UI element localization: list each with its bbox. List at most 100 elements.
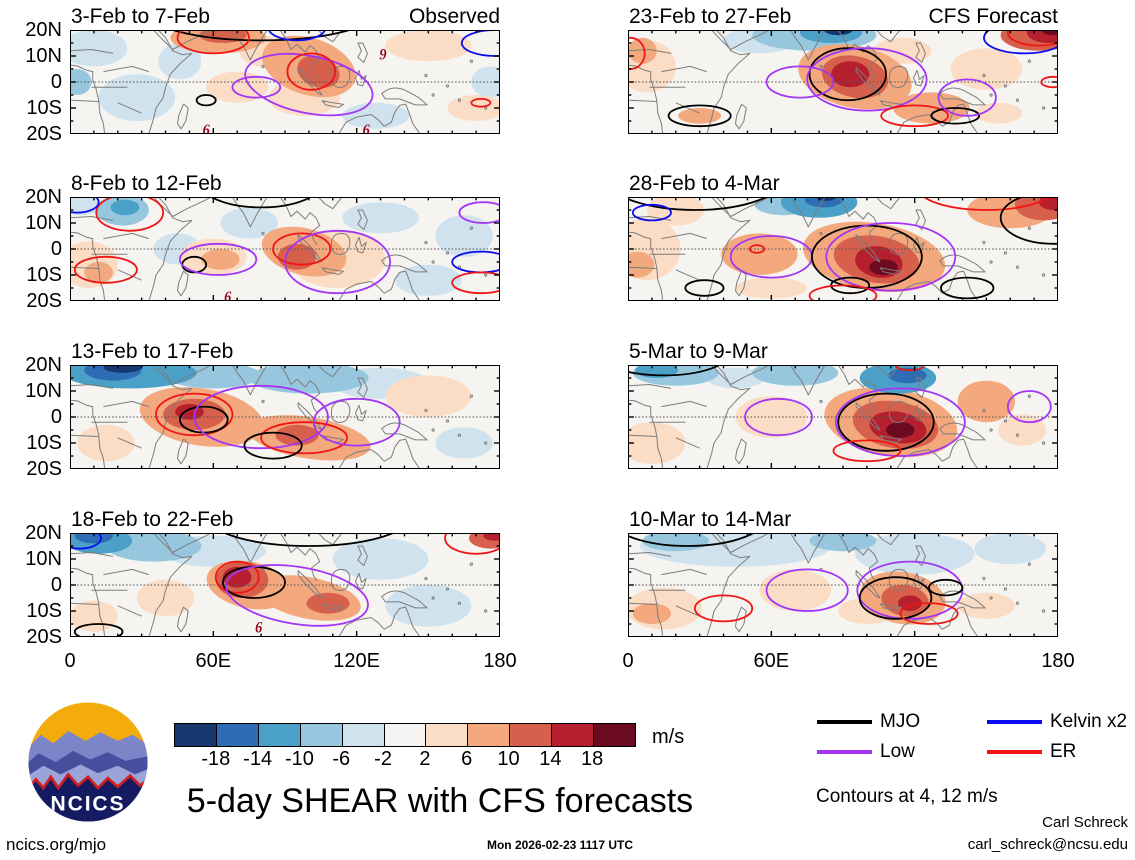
- coastline: [358, 210, 368, 230]
- wave-contour-r: [75, 257, 137, 283]
- colorbar-label: -2: [374, 748, 392, 770]
- legend-label: Kelvin x2: [1050, 711, 1128, 732]
- coastline: [322, 268, 344, 275]
- wave-contour-k: [199, 197, 323, 207]
- wave-contour-r: [471, 99, 490, 107]
- coastline: [118, 606, 142, 616]
- y-axis-label: 20S: [26, 123, 62, 145]
- wave-contour-p: [807, 48, 926, 110]
- colorbar-label: -6: [332, 748, 351, 770]
- cyclone-symbol: 6: [224, 289, 232, 301]
- coastline: [676, 103, 700, 113]
- coastline: [916, 378, 926, 398]
- coastline: [880, 604, 902, 611]
- colorbar-label: 6: [461, 748, 473, 770]
- map-svg: [628, 533, 1058, 637]
- wave-contour-p: [826, 223, 955, 291]
- coastline: [280, 365, 319, 413]
- y-axis-label: 20N: [25, 522, 62, 544]
- coastline: [628, 232, 663, 301]
- y-axis-label: 10N: [25, 212, 62, 234]
- coastline: [154, 30, 211, 50]
- coastline: [712, 365, 769, 385]
- y-axis-label: 20S: [26, 626, 62, 648]
- coastline: [856, 235, 880, 262]
- wave-contour-r: [881, 105, 948, 126]
- coastline: [661, 66, 706, 71]
- wave-contour-p: [745, 399, 812, 435]
- legend-label: MJO: [880, 711, 921, 732]
- wave-contour-r: [156, 394, 232, 436]
- colorbar-cell: [552, 724, 595, 746]
- colorbar-cell: [594, 724, 635, 746]
- wave-contour-p: [222, 556, 371, 634]
- wave-contour-r: [833, 440, 900, 461]
- coastline: [70, 553, 113, 557]
- wave-contour-k: [931, 108, 979, 124]
- coastline: [712, 197, 769, 217]
- wave-contour-p: [285, 231, 390, 293]
- coastline: [70, 400, 105, 469]
- coastline: [70, 65, 105, 134]
- wave-contour-r: [919, 197, 1053, 210]
- wave-contour-r: [216, 562, 259, 593]
- coastline: [838, 365, 877, 413]
- coastline: [318, 197, 342, 209]
- coastline: [232, 365, 267, 395]
- wave-contour-r: [1008, 30, 1058, 46]
- coastline: [70, 603, 99, 604]
- coastline: [103, 569, 148, 574]
- x-axis-label: 120E: [891, 650, 939, 672]
- colorbar-label: -10: [285, 748, 314, 770]
- coastline: [331, 233, 349, 254]
- coastline: [897, 104, 978, 134]
- coastline: [154, 365, 211, 385]
- coastline: [856, 68, 880, 95]
- coastline: [790, 533, 825, 563]
- coastline: [339, 104, 420, 134]
- coastline: [322, 436, 344, 443]
- coastline: [676, 606, 700, 616]
- coastline: [358, 43, 368, 63]
- coastline: [339, 439, 420, 469]
- site-url[interactable]: ncics.org/mjo: [6, 835, 107, 854]
- wave-contour-p: [939, 79, 996, 115]
- coastline: [736, 439, 747, 464]
- coastline: [897, 607, 978, 637]
- coastline: [913, 573, 924, 589]
- panel-7: 5-Mar to 9-Mar: [628, 339, 1058, 471]
- colorbar-cell: [426, 724, 469, 746]
- credit-email[interactable]: carl_schreck@ncsu.edu: [967, 836, 1128, 853]
- coastline: [661, 569, 706, 574]
- coastline: [298, 403, 322, 430]
- map-svg: 6: [70, 533, 500, 637]
- wave-contour-r: [1041, 77, 1058, 87]
- coastline: [339, 271, 420, 301]
- coastline: [232, 30, 267, 60]
- coastline: [382, 255, 427, 272]
- coastline: [339, 607, 420, 637]
- wave-contour-b: [984, 30, 1058, 53]
- wave-contour-k: [1001, 197, 1058, 244]
- wave-contour-k: [197, 95, 216, 105]
- y-axis-label: 20N: [25, 19, 62, 41]
- coastline: [178, 607, 189, 632]
- coastline: [916, 210, 926, 230]
- wave-contour-k: [929, 580, 962, 596]
- wave-contour-k: [685, 280, 723, 296]
- coastline: [70, 217, 113, 221]
- coastline: [103, 401, 148, 406]
- coastline: [322, 101, 344, 108]
- wave-contour-b: [70, 533, 101, 549]
- coastline: [355, 405, 366, 421]
- wave-contour-k: [941, 278, 994, 299]
- coastline: [118, 103, 142, 113]
- coastline: [889, 569, 907, 590]
- wave-contour-r: [261, 422, 347, 453]
- y-axis-label: 10S: [26, 264, 62, 286]
- coastline: [628, 385, 671, 389]
- coastline: [382, 423, 427, 440]
- colorbar-label: 14: [539, 748, 562, 770]
- map-svg: [628, 197, 1058, 301]
- panel-title: 8-Feb to 12-Feb: [71, 172, 222, 195]
